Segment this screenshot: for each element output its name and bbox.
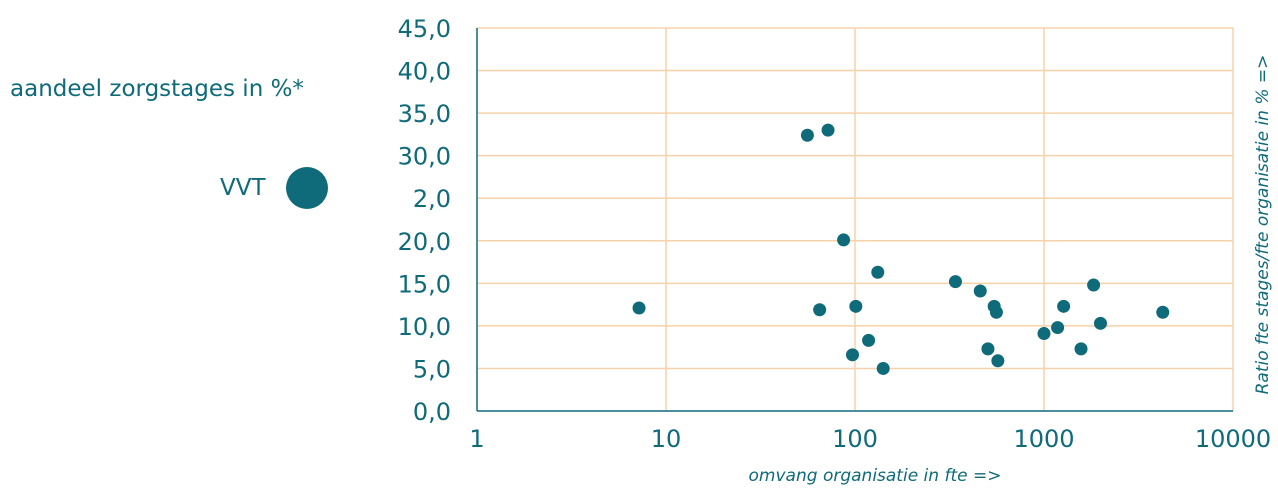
legend-item-vvt: VVT — [220, 166, 328, 210]
legend-title: aandeel zorgstages in %* — [10, 76, 304, 102]
data-point — [845, 348, 859, 362]
data-point — [871, 265, 885, 279]
data-point — [1057, 299, 1071, 313]
data-point — [837, 233, 851, 247]
y-tick-labels: 0,0 5,0 10,0 15,0 20,0 2,0 30,0 35,0 40,0 45,0 — [398, 15, 451, 426]
data-point — [862, 333, 876, 347]
data-point — [989, 305, 1003, 319]
y-tick-label: 45,0 — [398, 15, 451, 43]
y-tick-label: 0,0 — [413, 398, 451, 426]
x-tick-label: 10000 — [1195, 425, 1271, 453]
data-point — [1074, 342, 1088, 356]
legend-label: VVT — [220, 175, 266, 201]
x-tick-label: 10 — [651, 425, 682, 453]
y-axis-title: Ratio fte stages/fte organisatie in % => — [1253, 55, 1273, 395]
data-point — [876, 361, 890, 375]
y-tick-label: 10,0 — [398, 313, 451, 341]
data-point — [1156, 305, 1170, 319]
data-point — [1051, 321, 1065, 335]
data-point — [1093, 316, 1107, 330]
data-points — [632, 123, 1170, 375]
y-tick-label: 15,0 — [398, 270, 451, 298]
data-point — [813, 303, 827, 317]
axes — [476, 28, 1233, 412]
data-point — [991, 354, 1005, 368]
y-tick-label: 20,0 — [398, 228, 451, 256]
data-point — [632, 301, 646, 315]
data-point — [973, 284, 987, 298]
data-point — [800, 128, 814, 142]
x-tick-labels: 1 10 100 1000 10000 — [469, 425, 1271, 453]
legend-marker-icon — [285, 167, 328, 209]
data-point — [981, 342, 995, 356]
data-point — [1037, 327, 1051, 341]
x-axis-title: omvang organisatie in fte => — [749, 466, 1002, 486]
data-point — [849, 299, 863, 313]
data-point — [948, 275, 962, 289]
x-tick-label: 1000 — [1013, 425, 1074, 453]
x-tick-label: 100 — [832, 425, 878, 453]
y-tick-label: 35,0 — [398, 100, 451, 128]
y-tick-label: 2,0 — [413, 185, 451, 213]
data-point — [821, 123, 835, 137]
grid-lines — [477, 27, 1234, 411]
x-tick-label: 1 — [469, 425, 484, 453]
y-tick-label: 40,0 — [398, 58, 451, 86]
data-point — [1087, 278, 1101, 292]
y-tick-label: 30,0 — [398, 143, 451, 171]
y-tick-label: 5,0 — [413, 355, 451, 383]
